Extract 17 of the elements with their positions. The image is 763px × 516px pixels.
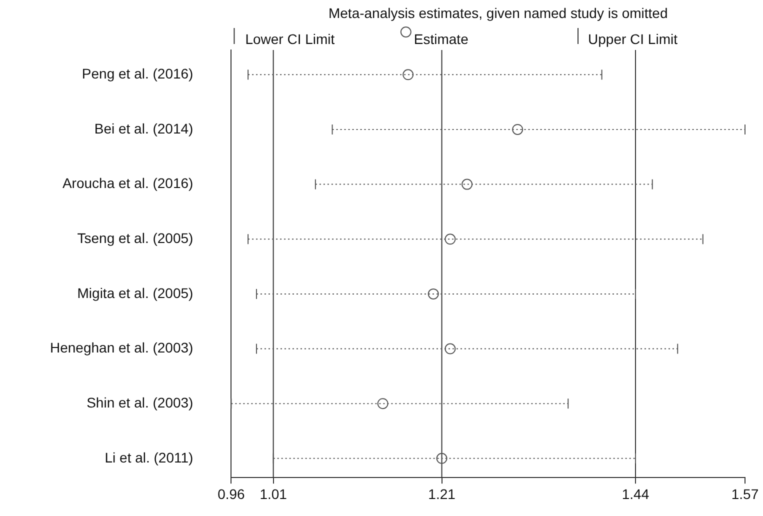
legend-label: Estimate	[414, 30, 469, 47]
x-tick-label: 1.21	[428, 486, 456, 502]
text: Lower CI Limit	[245, 30, 335, 47]
y-tick-label: Li et al. (2011)	[104, 449, 194, 466]
y-tick-label: Bei et al. (2014)	[94, 120, 194, 136]
y-tick-label: Peng et al. (2016)	[82, 66, 194, 82]
x-tick-label: 1.01	[260, 486, 288, 502]
x-tick-label: 0.96	[218, 486, 246, 502]
x-tick-label: 1.44	[622, 486, 650, 502]
y-tick-label: Heneghan et al. (2003)	[50, 340, 194, 356]
text: Upper CI Limit	[588, 30, 678, 47]
chart-title: Meta-analysis estimates, given named study is omitted	[328, 4, 668, 21]
x-tick-label: 1.57	[731, 486, 759, 502]
y-tick-label: Tseng et al. (2005)	[77, 230, 194, 246]
y-tick-label: Migita et al. (2005)	[77, 284, 194, 301]
y-tick-label: Aroucha et al. (2016)	[62, 175, 194, 192]
y-tick-label: Shin et al. (2003)	[86, 394, 194, 410]
